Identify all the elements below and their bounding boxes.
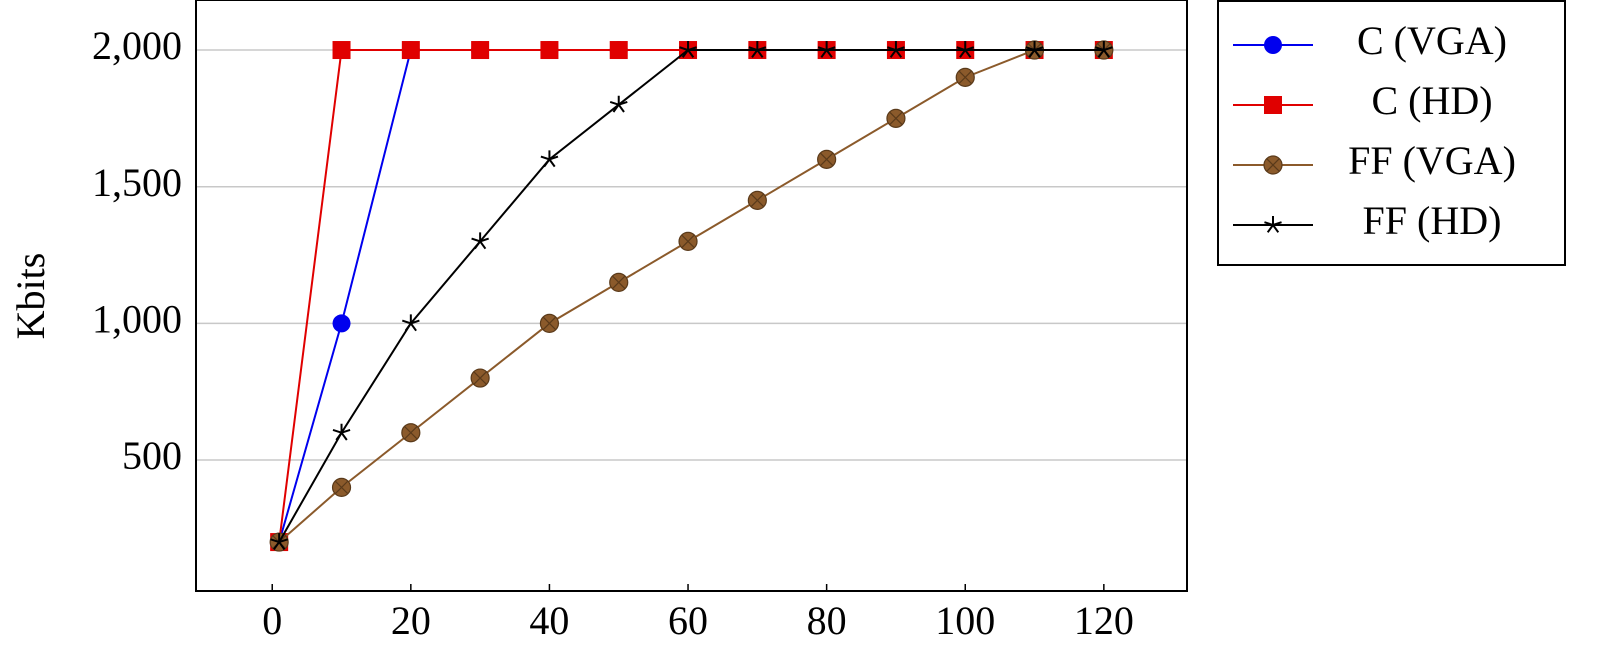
marker bbox=[886, 108, 906, 128]
marker bbox=[540, 150, 559, 168]
series-line bbox=[278, 49, 1104, 543]
legend: C (VGA) C (HD) FF (VGA) FF (HD) bbox=[1217, 0, 1566, 266]
marker-shape bbox=[332, 423, 351, 441]
marker-shape bbox=[817, 41, 836, 58]
series-line bbox=[278, 49, 1104, 543]
marker-shape bbox=[1025, 41, 1044, 58]
x-tick-label: 100 bbox=[935, 598, 995, 643]
marker-shape bbox=[401, 314, 420, 332]
marker bbox=[332, 41, 351, 60]
x-tick-label: 40 bbox=[529, 598, 569, 643]
marker-shape bbox=[540, 150, 559, 168]
marker-shape bbox=[270, 533, 289, 550]
marker-shape bbox=[1266, 158, 1280, 172]
marker bbox=[401, 41, 420, 60]
y-tick-label: 1,500 bbox=[92, 160, 182, 205]
marker bbox=[609, 272, 629, 292]
marker bbox=[401, 423, 421, 443]
legend-label: C (HD) bbox=[1371, 78, 1492, 123]
marker-shape bbox=[748, 41, 767, 58]
marker bbox=[471, 232, 490, 250]
marker bbox=[955, 67, 975, 87]
series-line bbox=[278, 49, 1104, 543]
marker-shape bbox=[889, 111, 903, 126]
marker-shape bbox=[332, 314, 351, 333]
x-tick-label: 120 bbox=[1074, 598, 1134, 643]
marker-shape bbox=[540, 41, 559, 60]
marker bbox=[678, 231, 698, 251]
marker-shape bbox=[956, 41, 975, 58]
y-tick-label: 1,000 bbox=[92, 297, 182, 342]
marker bbox=[332, 314, 351, 333]
y-axis-label: Kbits bbox=[8, 253, 53, 340]
marker bbox=[401, 314, 420, 332]
legend-marker bbox=[1264, 216, 1282, 233]
legend-label: FF (HD) bbox=[1363, 198, 1502, 243]
legend-label: FF (VGA) bbox=[1348, 138, 1516, 183]
marker bbox=[1025, 41, 1044, 58]
marker-shape bbox=[609, 95, 628, 113]
marker bbox=[956, 41, 975, 58]
marker-shape bbox=[1264, 216, 1282, 233]
marker bbox=[332, 423, 351, 441]
marker-shape bbox=[471, 41, 490, 60]
marker-shape bbox=[609, 41, 628, 60]
marker bbox=[817, 149, 837, 169]
marker-shape bbox=[471, 232, 490, 250]
marker-shape bbox=[334, 480, 349, 495]
marker bbox=[270, 533, 289, 550]
series-line bbox=[278, 49, 1104, 543]
marker bbox=[747, 190, 767, 210]
marker bbox=[540, 41, 559, 60]
marker bbox=[471, 41, 490, 60]
marker-shape bbox=[401, 41, 420, 60]
marker bbox=[748, 41, 767, 58]
marker bbox=[679, 41, 697, 58]
marker bbox=[539, 313, 560, 333]
legend-marker bbox=[1264, 36, 1282, 54]
marker-shape bbox=[681, 234, 695, 249]
x-tick-label: 60 bbox=[668, 598, 708, 643]
marker-shape bbox=[750, 193, 765, 208]
legend-marker bbox=[1263, 155, 1283, 175]
marker bbox=[331, 477, 352, 497]
marker-shape bbox=[332, 41, 351, 60]
marker-shape bbox=[473, 371, 487, 385]
marker-shape bbox=[1264, 96, 1282, 114]
marker-shape bbox=[1264, 36, 1282, 54]
marker-shape bbox=[404, 425, 418, 440]
marker bbox=[609, 41, 628, 60]
x-tick-label: 0 bbox=[262, 598, 282, 643]
y-tick-label: 2,000 bbox=[92, 23, 182, 68]
marker bbox=[1094, 41, 1113, 58]
marker bbox=[470, 368, 490, 388]
marker bbox=[887, 41, 905, 58]
marker-shape bbox=[679, 41, 697, 58]
marker bbox=[609, 95, 628, 113]
marker bbox=[817, 41, 836, 58]
marker-shape bbox=[819, 152, 834, 167]
plot-frame bbox=[195, 0, 1188, 592]
x-tick-label: 80 bbox=[807, 598, 847, 643]
marker-shape bbox=[958, 70, 973, 85]
marker-shape bbox=[887, 41, 905, 58]
legend-label: C (VGA) bbox=[1357, 18, 1507, 63]
marker-shape bbox=[611, 275, 626, 290]
y-tick-label: 500 bbox=[122, 433, 182, 478]
marker-shape bbox=[1094, 41, 1113, 58]
x-tick-label: 20 bbox=[391, 598, 431, 643]
legend-marker bbox=[1264, 96, 1282, 114]
marker-shape bbox=[542, 316, 557, 331]
